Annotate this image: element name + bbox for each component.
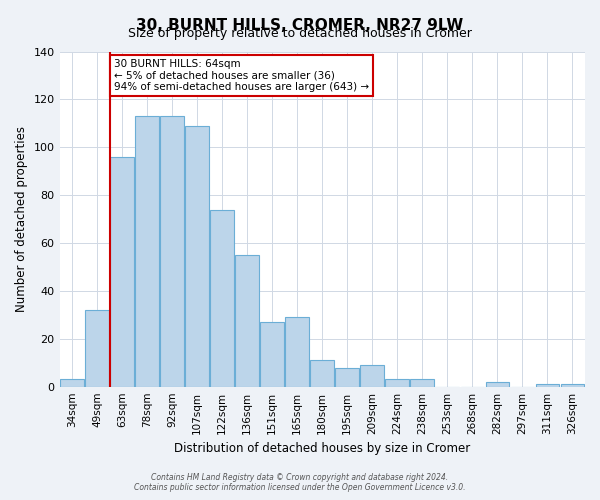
Bar <box>286 318 309 386</box>
Bar <box>410 380 434 386</box>
Bar <box>160 116 184 386</box>
Bar <box>210 210 234 386</box>
Bar <box>361 365 384 386</box>
Bar <box>260 322 284 386</box>
Text: 30, BURNT HILLS, CROMER, NR27 9LW: 30, BURNT HILLS, CROMER, NR27 9LW <box>136 18 464 32</box>
X-axis label: Distribution of detached houses by size in Cromer: Distribution of detached houses by size … <box>174 442 470 455</box>
Bar <box>536 384 559 386</box>
Bar <box>135 116 159 386</box>
Bar <box>560 384 584 386</box>
Bar <box>485 382 509 386</box>
Bar <box>335 368 359 386</box>
Y-axis label: Number of detached properties: Number of detached properties <box>15 126 28 312</box>
Bar <box>385 380 409 386</box>
Bar <box>235 255 259 386</box>
Bar <box>310 360 334 386</box>
Bar <box>60 380 84 386</box>
Text: 30 BURNT HILLS: 64sqm
← 5% of detached houses are smaller (36)
94% of semi-detac: 30 BURNT HILLS: 64sqm ← 5% of detached h… <box>114 58 369 92</box>
Bar <box>85 310 109 386</box>
Text: Contains HM Land Registry data © Crown copyright and database right 2024.
Contai: Contains HM Land Registry data © Crown c… <box>134 473 466 492</box>
Bar <box>185 126 209 386</box>
Bar <box>110 157 134 386</box>
Text: Size of property relative to detached houses in Cromer: Size of property relative to detached ho… <box>128 28 472 40</box>
